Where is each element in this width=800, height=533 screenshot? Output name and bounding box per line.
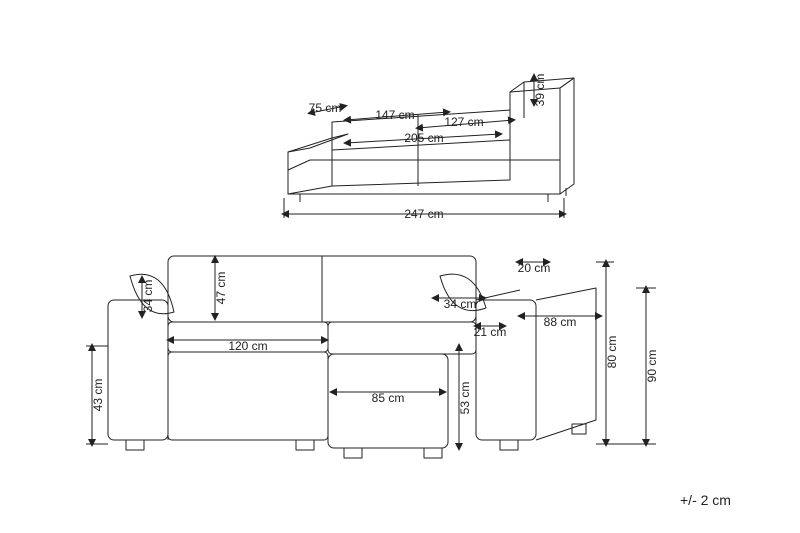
dim-120cm: 120 cm xyxy=(228,339,267,353)
sofa-front-view xyxy=(108,256,596,458)
tolerance-note: +/- 2 cm xyxy=(680,492,731,508)
dim-147cm: 147 cm xyxy=(375,108,414,122)
dim-80cm: 80 cm xyxy=(605,336,619,369)
dim-247cm: 247 cm xyxy=(404,207,443,221)
dim-21cm: 21 cm xyxy=(474,325,507,339)
dim-20cm: 20 cm xyxy=(518,261,551,275)
dim-85cm: 85 cm xyxy=(372,391,405,405)
dim-75cm: 75 cm xyxy=(309,101,342,115)
dim-127cm: 127 cm xyxy=(444,115,483,129)
dim-34cm-left: 34 cm xyxy=(141,280,155,313)
dim-43cm: 43 cm xyxy=(91,379,105,412)
diagram-canvas: 75 cm 147 cm 127 cm 205 cm 247 cm 39 cm … xyxy=(0,0,800,533)
dim-90cm: 90 cm xyxy=(645,350,659,383)
dim-34cm-right: 34 cm xyxy=(444,297,477,311)
dim-39cm: 39 cm xyxy=(533,74,547,107)
sofa-bed-top-view xyxy=(0,0,800,533)
dim-47cm: 47 cm xyxy=(214,272,228,305)
dim-205cm: 205 cm xyxy=(404,131,443,145)
dim-88cm: 88 cm xyxy=(544,315,577,329)
dim-53cm: 53 cm xyxy=(458,382,472,415)
